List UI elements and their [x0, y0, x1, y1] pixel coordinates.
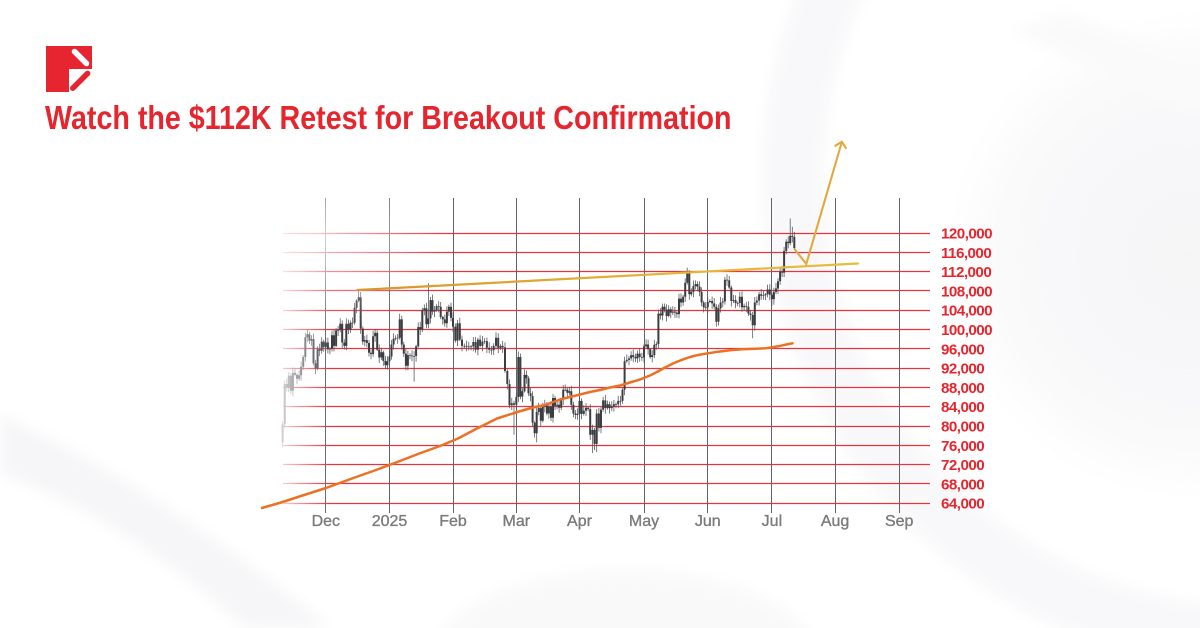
svg-text:68,000: 68,000: [941, 476, 984, 493]
svg-text:92,000: 92,000: [941, 361, 984, 378]
svg-text:80,000: 80,000: [941, 419, 984, 436]
svg-text:May: May: [629, 513, 659, 530]
svg-text:Dec: Dec: [312, 513, 340, 530]
svg-text:Aug: Aug: [821, 513, 849, 530]
svg-text:Feb: Feb: [439, 513, 467, 530]
svg-text:72,000: 72,000: [941, 457, 984, 474]
svg-text:116,000: 116,000: [941, 245, 991, 262]
svg-text:Jul: Jul: [762, 513, 782, 530]
svg-text:112,000: 112,000: [941, 264, 991, 281]
svg-text:Sep: Sep: [885, 513, 914, 530]
svg-text:Mar: Mar: [503, 513, 531, 530]
svg-text:120,000: 120,000: [941, 226, 992, 243]
svg-text:108,000: 108,000: [941, 283, 992, 300]
svg-text:Apr: Apr: [567, 513, 593, 530]
svg-text:100,000: 100,000: [941, 322, 992, 339]
svg-text:88,000: 88,000: [941, 380, 984, 397]
svg-text:Jun: Jun: [695, 513, 721, 530]
svg-text:104,000: 104,000: [941, 303, 992, 320]
svg-text:76,000: 76,000: [941, 438, 984, 455]
svg-text:84,000: 84,000: [941, 399, 984, 416]
svg-text:2025: 2025: [372, 513, 408, 530]
svg-text:64,000: 64,000: [941, 496, 984, 513]
svg-text:96,000: 96,000: [941, 341, 984, 358]
